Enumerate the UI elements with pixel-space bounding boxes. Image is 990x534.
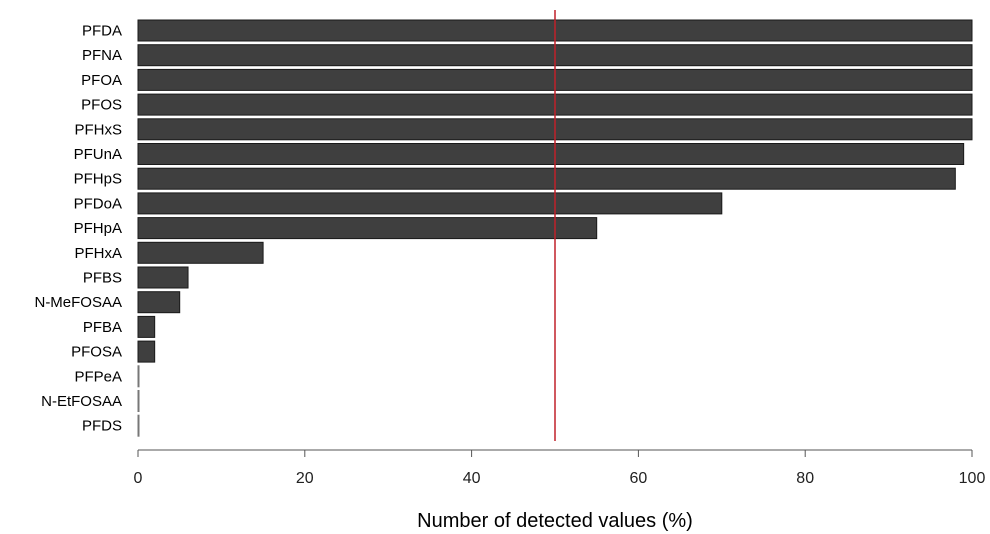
category-label: PFOS xyxy=(81,97,122,114)
x-axis-title: Number of detected values (%) xyxy=(417,510,693,532)
bar-pfhxa xyxy=(137,241,264,264)
bar-pfosa xyxy=(137,340,156,363)
category-label: PFPeA xyxy=(74,368,122,385)
bar-pfuna xyxy=(137,143,965,165)
category-label: PFHxS xyxy=(74,121,122,138)
category-label: PFDS xyxy=(82,418,122,435)
category-labels: PFDA PFNA PFOA PFOS PFHxS PFUnA PFHpS PFDoA PFHp… xyxy=(34,23,122,435)
x-axis: 0 20 40 60 80 100 xyxy=(134,449,986,487)
category-label: PFDA xyxy=(82,23,122,40)
bar-n-etfosaa xyxy=(137,390,140,412)
x-tick-label: 40 xyxy=(463,470,481,487)
bar-pfdoa xyxy=(137,192,723,215)
category-label: PFNA xyxy=(82,47,122,64)
bar-pfhps xyxy=(137,167,956,190)
category-label: PFDoA xyxy=(74,195,122,212)
bar-pfds xyxy=(137,414,140,437)
bar-pfpea xyxy=(137,365,140,388)
category-label: PFHpA xyxy=(74,220,122,237)
bar-pfhpa xyxy=(137,217,598,240)
category-label: N-EtFOSAA xyxy=(41,393,122,410)
bar-pfba xyxy=(137,315,156,338)
category-label: PFOA xyxy=(81,72,122,89)
category-label: PFOSA xyxy=(71,344,122,361)
category-label: PFHxA xyxy=(74,245,122,262)
category-label: PFBA xyxy=(83,319,122,336)
bar-n-mefosaa xyxy=(137,291,181,314)
category-label: PFBS xyxy=(83,270,122,287)
category-label: PFHpS xyxy=(74,171,122,188)
category-label: N-MeFOSAA xyxy=(34,294,122,311)
x-tick-label: 100 xyxy=(959,470,986,487)
bar-pfbs xyxy=(137,266,189,289)
bars-layer xyxy=(137,19,973,437)
x-tick-label: 20 xyxy=(296,470,314,487)
x-tick-label: 80 xyxy=(796,470,814,487)
x-tick-label: 60 xyxy=(630,470,648,487)
category-label: PFUnA xyxy=(74,146,122,163)
x-tick-label: 0 xyxy=(134,470,143,487)
